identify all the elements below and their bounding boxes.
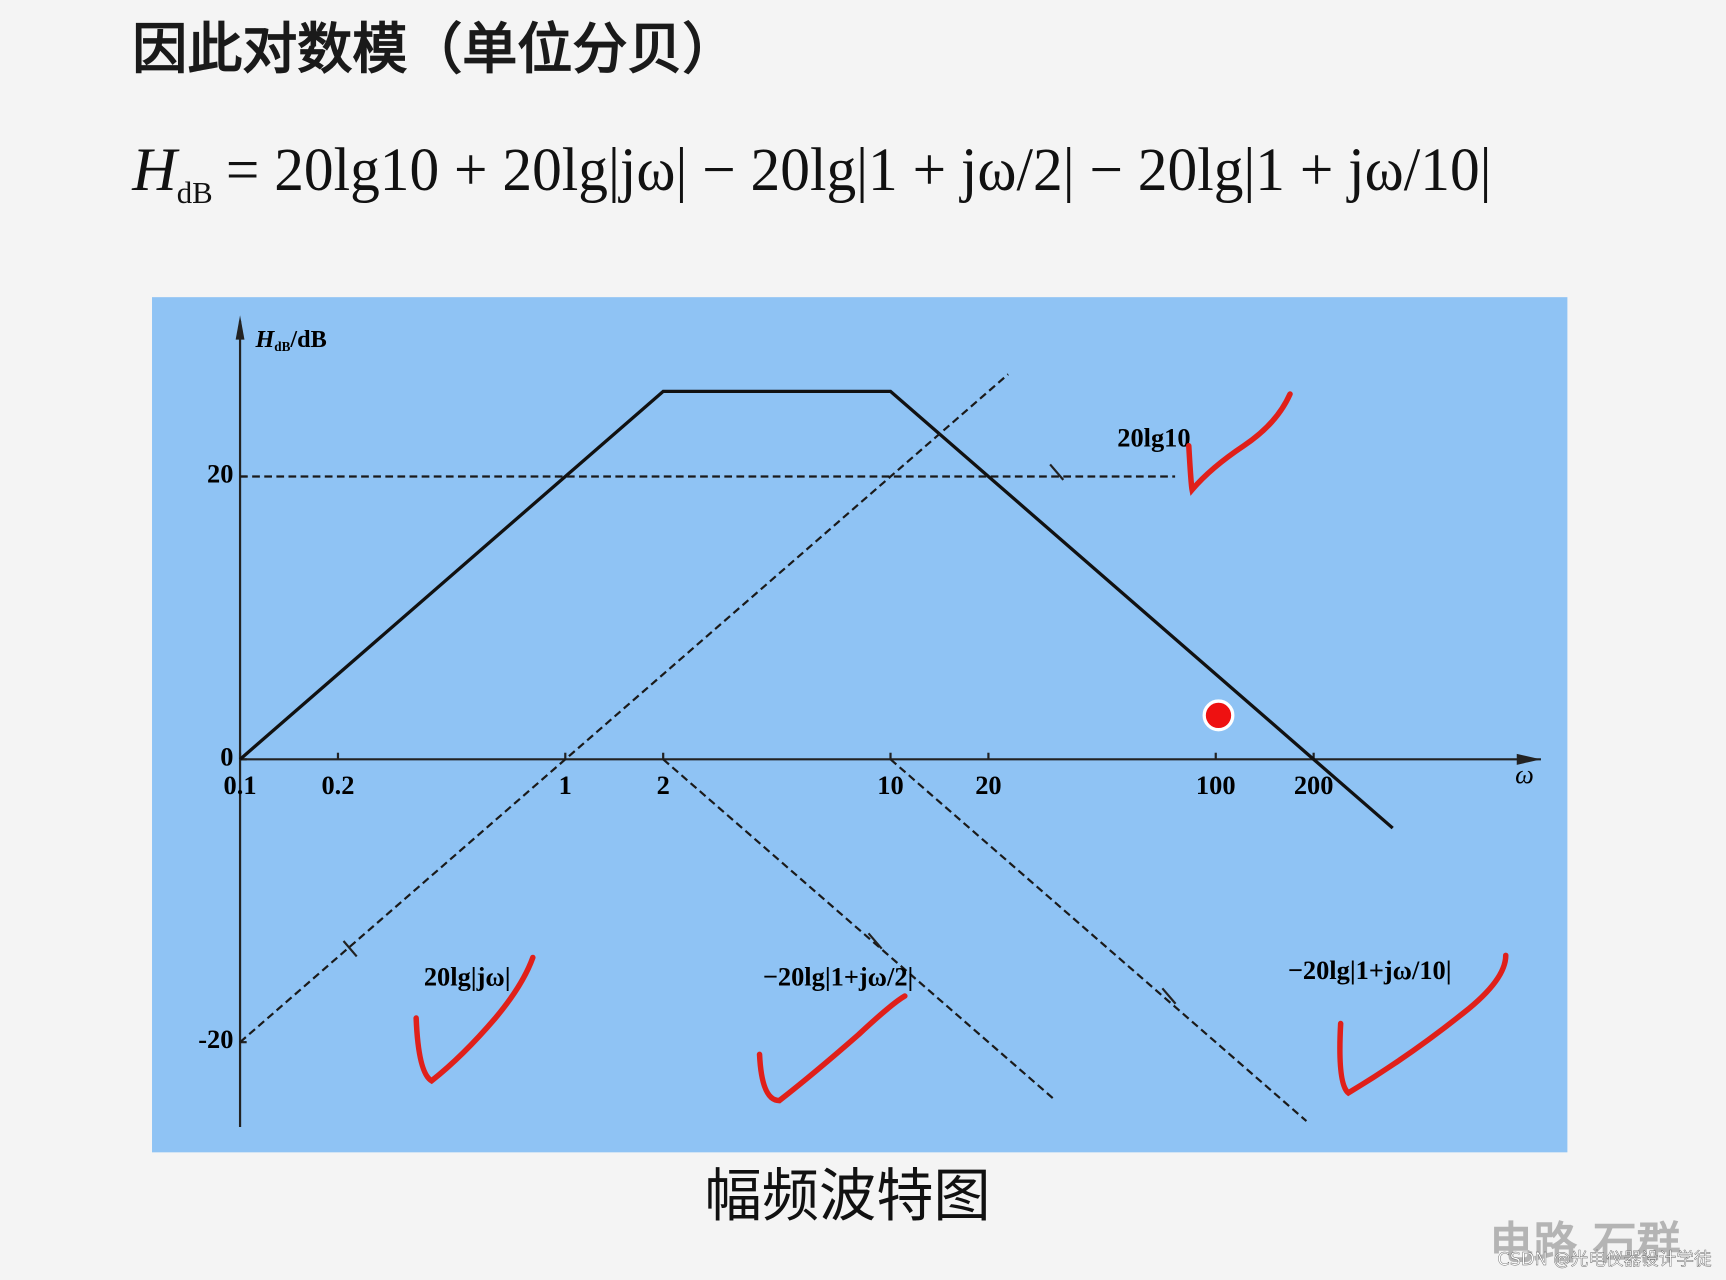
label-leader xyxy=(867,932,883,950)
x-tick-label: 20 xyxy=(975,770,1001,800)
series-label: 20lg|jω| xyxy=(424,962,511,992)
series-label: 20lg10 xyxy=(1117,422,1190,452)
series-label: −20lg|1+jω/10| xyxy=(1288,955,1452,985)
x-tick-label: 10 xyxy=(877,770,903,800)
y-axis-label-part: dB xyxy=(274,339,290,354)
x-axis-arrow xyxy=(1516,753,1541,765)
formula: HdB = 20lg10 + 20lg|jω| − 20lg|1 + jω/2| … xyxy=(131,136,1491,210)
check-mark xyxy=(413,954,536,1085)
y-axis-label: HdB/dB xyxy=(254,326,326,354)
formula-lhs: H xyxy=(131,136,180,204)
x-tick-label: 0.1 xyxy=(224,770,257,800)
label-leader xyxy=(342,940,358,958)
check-mark xyxy=(756,993,908,1104)
credit: CSDN @光电仪器设计学徒 xyxy=(1497,1250,1712,1270)
dashed-line xyxy=(239,373,1009,1043)
pointer-dot xyxy=(1202,699,1235,732)
formula-rhs: = 20lg10 + 20lg|jω| − 20lg|1 + jω/2| − 2… xyxy=(226,136,1492,204)
y-axis-label-part: H xyxy=(254,326,275,353)
x-tick-label: 100 xyxy=(1196,770,1236,800)
x-tick-label: 2 xyxy=(657,770,670,800)
label-leader xyxy=(1161,987,1177,1005)
line xyxy=(238,389,1394,830)
formula-lhs-sub: dB xyxy=(177,176,213,210)
dashed-line xyxy=(889,758,1308,1122)
dashed-line xyxy=(662,758,1056,1101)
heading: 因此对数模（单位分贝） xyxy=(132,17,737,81)
y-axis-arrow xyxy=(235,315,245,340)
x-tick-label: 1 xyxy=(559,770,572,800)
y-tick-label: -20 xyxy=(198,1024,233,1054)
y-tick-label: 0 xyxy=(220,741,233,771)
x-tick-label: 0.2 xyxy=(321,770,354,800)
watermark: 电路 石群 xyxy=(1489,1218,1680,1269)
x-axis-label: ω xyxy=(1515,759,1534,789)
caption: 幅频波特图 xyxy=(705,1163,991,1229)
x-tick-label: 200 xyxy=(1294,770,1334,800)
y-tick-label: 20 xyxy=(207,459,233,489)
label-leader xyxy=(1049,463,1065,481)
y-axis-label-part: /dB xyxy=(289,326,326,353)
check-mark xyxy=(1186,391,1293,496)
plot-panel xyxy=(152,297,1568,1153)
annotations xyxy=(413,391,1509,1104)
series-label: −20lg|1+jω/2| xyxy=(763,962,914,992)
plot: ω HdB/dB 0.1 0.2 1 2 10 20 100 200 -20 0 20 20lg10 20l… xyxy=(198,315,1541,1128)
check-mark xyxy=(1337,952,1509,1097)
